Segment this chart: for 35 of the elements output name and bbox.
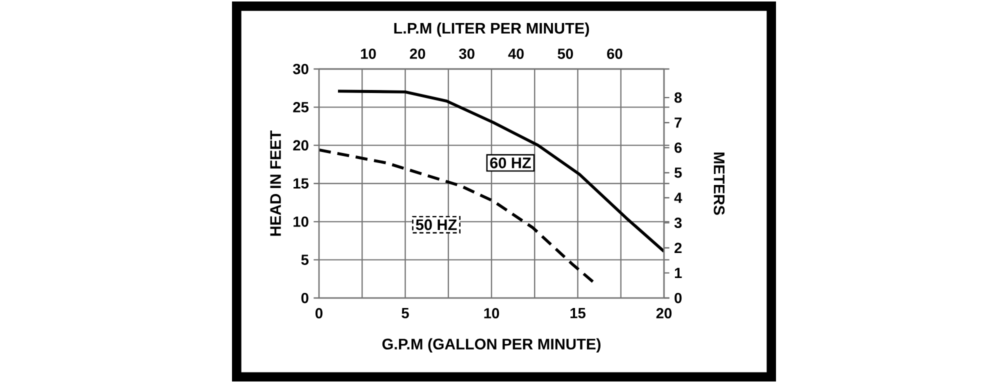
- y2-tick-label: 2: [674, 242, 682, 254]
- y-tick-label: 5: [301, 254, 309, 265]
- x-axis-title: G.P.M (GALLON PER MINUTE): [382, 338, 600, 353]
- series-label: 60 HZ: [490, 157, 531, 168]
- text: 50 HZ: [416, 219, 457, 230]
- x2-tick-label: 20: [410, 48, 426, 59]
- x2-axis-title: L.P.M (LITER PER MINUTE): [394, 22, 589, 37]
- y2-tick-label: 8: [674, 92, 682, 103]
- x-tick-label: 10: [484, 308, 500, 318]
- x-tick-label: 5: [402, 308, 409, 318]
- x-tick-label: 20: [656, 308, 672, 318]
- y-tick-label: 30: [292, 64, 308, 74]
- y2-axis-title: METERS: [714, 152, 725, 215]
- y2-tick-label: 4: [674, 192, 682, 203]
- line-series: [319, 148, 595, 284]
- y-tick-label: 25: [293, 102, 309, 112]
- y-tick-label: 0: [301, 292, 308, 304]
- y2-tick-label: 0: [674, 292, 682, 304]
- x2-tick-label: 30: [459, 48, 474, 59]
- y2-tick-label: 6: [674, 142, 682, 153]
- x-tick-label: 15: [570, 308, 586, 318]
- x2-tick-label: 10: [361, 48, 376, 59]
- y2-tick-label: 3: [674, 218, 682, 228]
- y-tick-label: 15: [294, 178, 309, 189]
- y2-tick-label: 1: [674, 268, 682, 278]
- y-tick-label: 20: [293, 140, 308, 151]
- line-series: [336, 90, 664, 253]
- x2-tick-label: 50: [558, 48, 573, 59]
- x2-tick-label: 60: [607, 48, 622, 59]
- y-axis-title: HEAD IN FEET: [270, 130, 281, 236]
- y2-tick-label: 5: [674, 168, 682, 178]
- y2-tick-label: 7: [674, 118, 682, 128]
- y-tick-label: 10: [294, 216, 308, 227]
- x2-tick-label: 40: [508, 48, 524, 59]
- x-tick-label: 0: [316, 308, 322, 318]
